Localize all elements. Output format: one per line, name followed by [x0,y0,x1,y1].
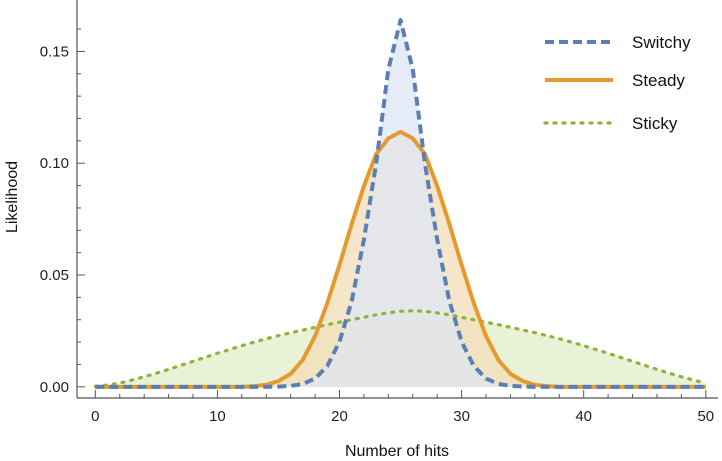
legend: Switchy Steady Sticky [543,33,691,133]
y-axis-title: Likelihood [4,161,21,233]
x-tick-label: 40 [575,408,592,425]
legend-label: Steady [632,71,685,90]
y-tick-label: 0.00 [40,379,69,396]
y-tick-label: 0.05 [40,267,69,284]
line-switchy [95,18,706,389]
line-sticky [93,309,708,388]
series-lines [93,18,708,389]
area-switchy [95,20,706,387]
legend-item-steady: Steady [545,71,685,90]
legend-label: Switchy [632,33,691,52]
legend-item-sticky: Sticky [543,114,678,133]
axes: 0 10 20 30 40 50 0.00 0.05 0.10 0.15 [40,0,718,425]
legend-label: Sticky [632,114,678,133]
x-tick-label: 20 [331,408,348,425]
x-tick-label: 0 [91,408,99,425]
area-fills [95,20,706,387]
x-axis-title: Number of hits [345,443,449,460]
x-tick-label: 50 [697,408,714,425]
x-tick-label: 10 [209,408,226,425]
legend-item-switchy: Switchy [545,33,691,52]
y-tick-label: 0.15 [40,43,69,60]
y-tick-label: 0.10 [40,155,69,172]
x-tick-label: 30 [453,408,470,425]
